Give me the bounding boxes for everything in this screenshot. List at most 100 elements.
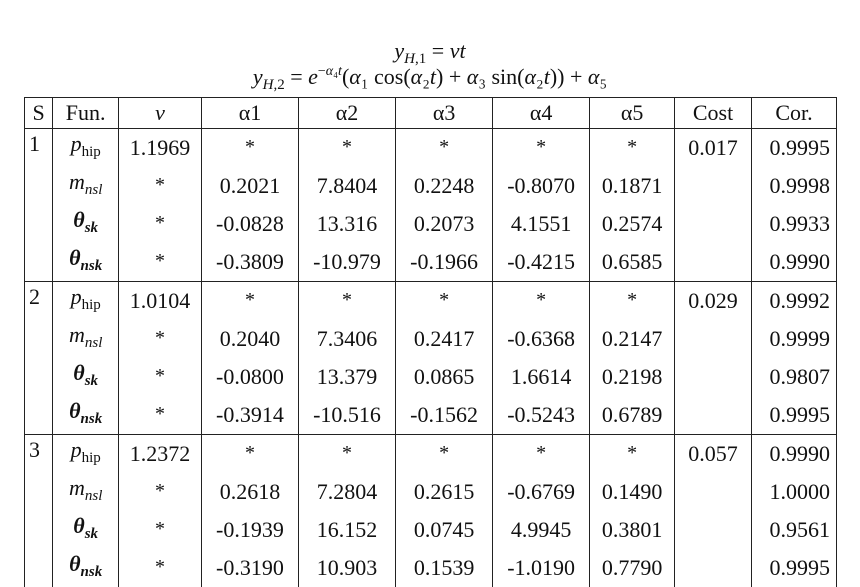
set-number: [23, 166, 54, 205]
cell-a1: -0.3190: [200, 548, 300, 587]
cell-a4: -0.5243: [492, 395, 591, 435]
header-cor: Cor.: [750, 97, 838, 129]
cell-v: *: [118, 319, 202, 358]
cell-a5: 0.3801: [589, 510, 676, 549]
cell-a4: 4.1551: [492, 204, 591, 243]
cell-cost: [674, 319, 752, 358]
table-row: 2 phip 1.0104 * * * * * 0.029 0.9992: [23, 280, 838, 320]
function-name: mnsl: [52, 166, 120, 205]
cell-cor: 0.9995: [750, 127, 838, 167]
cell-cor: 0.9933: [750, 204, 838, 243]
table-row: 1 phip 1.1969 * * * * * 0.017 0.9995: [23, 127, 838, 167]
equation-yh2: yH,2 = e−α₄t(α₁ cos(α₂t) + α₃ sin(α₂t)) …: [252, 64, 608, 93]
cell-a3: -0.1562: [395, 395, 494, 435]
cell-v: *: [118, 548, 202, 587]
cell-cor: 0.9995: [750, 548, 838, 587]
set-number: 3: [23, 433, 54, 473]
cell-a4: 1.6614: [492, 357, 591, 396]
cell-a1: -0.1939: [200, 510, 300, 549]
header-fun: Fun.: [52, 97, 120, 129]
cell-cost: [674, 204, 752, 243]
header-cost: Cost: [674, 97, 752, 129]
header-s: S: [23, 97, 54, 129]
cell-cor: 0.9992: [750, 280, 838, 320]
cell-a5: 0.2574: [589, 204, 676, 243]
table-row: mnsl * 0.2618 7.2804 0.2615 -0.6769 0.1490 1.00…: [23, 472, 838, 511]
header-alpha5: α5: [589, 97, 676, 129]
function-name: phip: [52, 280, 120, 320]
cell-a3: -0.1966: [395, 242, 494, 282]
cell-cost: [674, 510, 752, 549]
cell-a3: *: [395, 433, 494, 473]
cell-a1: 0.2618: [200, 472, 300, 511]
table-row: θnsk * -0.3190 10.903 0.1539 -1.0190 0.7790 0.9…: [23, 548, 838, 587]
cell-a5: 0.6585: [589, 242, 676, 282]
function-name: θsk: [52, 204, 120, 243]
cell-a1: 0.2040: [200, 319, 300, 358]
cell-a5: 0.1871: [589, 166, 676, 205]
cell-a5: 0.1490: [589, 472, 676, 511]
table-row: θsk * -0.0800 13.379 0.0865 1.6614 0.2198 0.980…: [23, 357, 838, 396]
cell-cor: 0.9807: [750, 357, 838, 396]
cell-v: *: [118, 472, 202, 511]
cell-a5: *: [589, 280, 676, 320]
cell-v: *: [118, 204, 202, 243]
set-number: 1: [23, 127, 54, 167]
set-number: [23, 395, 54, 435]
cell-v: *: [118, 242, 202, 282]
cell-a2: 7.3406: [297, 319, 397, 358]
set-number: [23, 319, 54, 358]
cell-a4: -0.6769: [492, 472, 591, 511]
cell-a3: *: [395, 127, 494, 167]
cell-cost: [674, 242, 752, 282]
header-alpha1: α1: [200, 97, 300, 129]
table-row: θnsk * -0.3914 -10.516 -0.1562 -0.5243 0.6789 0…: [23, 395, 838, 435]
cell-a4: -0.4215: [492, 242, 591, 282]
cell-a2: 7.8404: [297, 166, 397, 205]
cell-a5: 0.2147: [589, 319, 676, 358]
function-name: θnsk: [52, 548, 120, 587]
cell-cost: 0.029: [674, 280, 752, 320]
function-name: θnsk: [52, 395, 120, 435]
header-alpha2: α2: [297, 97, 397, 129]
cell-a3: 0.1539: [395, 548, 494, 587]
cell-v: 1.0104: [118, 280, 202, 320]
table-row: θsk * -0.0828 13.316 0.2073 4.1551 0.2574 0.993…: [23, 204, 838, 243]
cell-cor: 0.9561: [750, 510, 838, 549]
cell-cost: [674, 395, 752, 435]
function-name: θnsk: [52, 242, 120, 282]
cell-v: 1.2372: [118, 433, 202, 473]
cell-cost: 0.017: [674, 127, 752, 167]
cell-v: 1.1969: [118, 127, 202, 167]
cell-a3: 0.2615: [395, 472, 494, 511]
cell-a5: *: [589, 127, 676, 167]
function-name: θsk: [52, 357, 120, 396]
table-row: mnsl * 0.2040 7.3406 0.2417 -0.6368 0.2147 0.99…: [23, 319, 838, 358]
cell-a2: *: [297, 280, 397, 320]
cell-a5: *: [589, 433, 676, 473]
cell-a1: *: [200, 127, 300, 167]
cell-cor: 0.9998: [750, 166, 838, 205]
cell-cost: [674, 166, 752, 205]
table-row: 3 phip 1.2372 * * * * * 0.057 0.9990: [23, 433, 838, 473]
cell-cor: 1.0000: [750, 472, 838, 511]
function-name: mnsl: [52, 319, 120, 358]
cell-a2: 10.903: [297, 548, 397, 587]
cell-a3: *: [395, 280, 494, 320]
cell-a3: 0.0865: [395, 357, 494, 396]
cell-a2: 13.316: [297, 204, 397, 243]
cell-a3: 0.2248: [395, 166, 494, 205]
set-number: [23, 548, 54, 587]
cell-a3: 0.2417: [395, 319, 494, 358]
table-body: 1 phip 1.1969 * * * * * 0.017 0.9995 mnsl * 0.2021 7.…: [23, 127, 838, 587]
cell-a1: 0.2021: [200, 166, 300, 205]
cell-a1: -0.0800: [200, 357, 300, 396]
equation-yh1: yH,1 = vt: [394, 38, 466, 67]
cell-a4: -0.8070: [492, 166, 591, 205]
set-number: [23, 510, 54, 549]
cell-a2: *: [297, 127, 397, 167]
parameter-table: S Fun. v α1 α2 α3 α4 α5 Cost Cor. 1 phip 1…: [23, 97, 838, 587]
cell-a5: 0.2198: [589, 357, 676, 396]
set-number: [23, 204, 54, 243]
function-name: mnsl: [52, 472, 120, 511]
